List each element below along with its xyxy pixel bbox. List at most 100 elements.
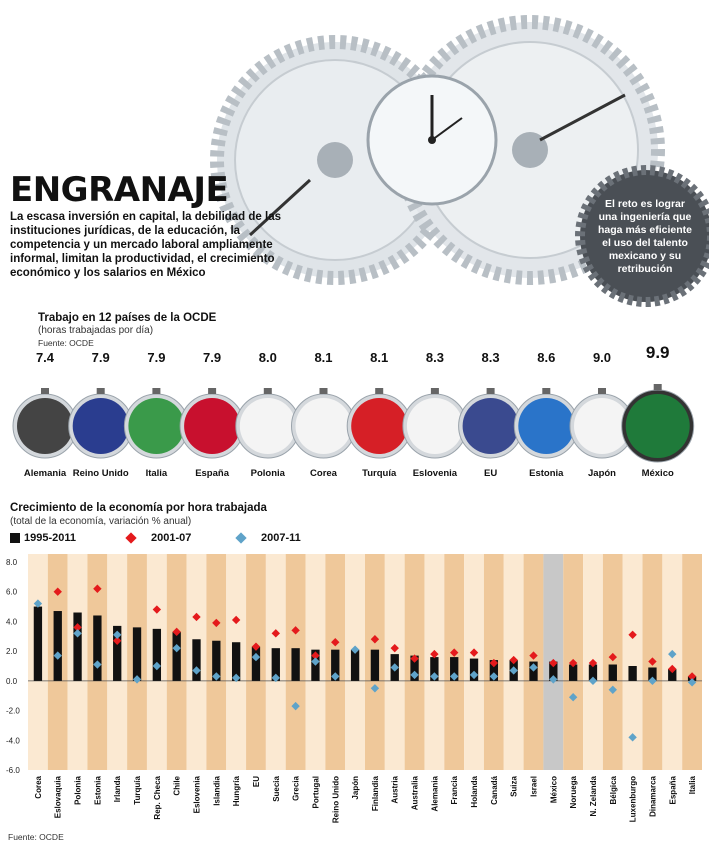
bar-1995-2011	[410, 655, 419, 681]
y-tick-label: 8.0	[6, 558, 18, 567]
growth-chart: 8.0 6.0 4.0 2.0 0.0 -2.0 -4.0 -6.0 Corea Eslovaqu…	[6, 554, 702, 823]
point-2001-07	[648, 657, 657, 666]
medallion-hook	[41, 388, 49, 394]
legend-item-2007-11: 2007-11	[235, 532, 301, 544]
bar-1995-2011	[33, 606, 43, 681]
hours-chart: 7.4 Alemania 7.9 Reino Unido 7.9 Italia 7.9 Esp…	[12, 343, 695, 479]
bar-1995-2011	[489, 660, 499, 681]
callout-text: El reto es lograr una ingeniería que hag…	[598, 198, 692, 275]
y-tick-label: 2.0	[6, 647, 18, 656]
point-2007-11	[509, 666, 518, 675]
page-title: ENGRANAJE	[10, 170, 229, 210]
column-band	[602, 554, 623, 770]
y-tick-label: 0.0	[6, 677, 18, 686]
bar-1995-2011	[192, 639, 201, 681]
bar-1995-2011	[450, 657, 459, 681]
column-band	[682, 554, 702, 770]
hours-category-label: Italia	[146, 468, 168, 479]
x-category-label: Noruega	[569, 775, 578, 808]
y-tick-label: -4.0	[6, 736, 20, 745]
flag-icon	[72, 398, 129, 454]
x-category-label: Irlanda	[113, 775, 122, 802]
y-tick-label: -2.0	[6, 707, 20, 716]
bar-1995-2011	[251, 646, 261, 681]
hours-chart-title: Trabajo en 12 países de la OCDE	[38, 312, 217, 324]
growth-chart-subtitle: (total de la economía, variación % anual…	[10, 516, 192, 527]
x-category-label: Islandia	[212, 775, 221, 805]
point-2001-07	[192, 612, 201, 622]
intro-text: La escasa inversión en capital, la debil…	[10, 211, 282, 279]
x-category-label: Corea	[34, 775, 43, 798]
x-category-label: Bélgica	[609, 775, 618, 804]
medallion-hook	[486, 388, 495, 394]
point-2007-11	[311, 657, 320, 666]
x-category-label: Rep. Checa	[153, 775, 162, 819]
growth-chart-title: Crecimiento de la economía por hora trab…	[10, 502, 267, 514]
hours-category-label: Reino Unido	[73, 468, 129, 479]
bar-1995-2011	[370, 649, 380, 681]
hours-category-label: Polonia	[251, 468, 286, 479]
medallion-hook	[319, 388, 328, 394]
point-2001-07	[568, 658, 578, 668]
bar-1995-2011	[668, 668, 677, 681]
point-2001-07	[668, 664, 677, 674]
x-category-label: Suiza	[510, 775, 519, 796]
bar-1995-2011	[53, 611, 62, 681]
bar-1995-2011	[291, 648, 300, 681]
growth-chart-source: Fuente: OCDE	[8, 832, 64, 842]
bar-1995-2011	[648, 667, 657, 681]
hours-chart-subtitle: (horas trabajadas por día)	[38, 325, 154, 336]
medallion-hook	[375, 388, 384, 394]
hours-value-label: 7.9	[92, 350, 110, 365]
bar-1995-2011	[231, 642, 241, 681]
x-category-label: Grecia	[292, 775, 301, 800]
x-category-label: Turquía	[133, 775, 142, 804]
x-category-label: N. Zelanda	[589, 775, 598, 816]
bar-1995-2011	[331, 649, 340, 681]
x-category-label: España	[668, 775, 677, 804]
point-2007-11	[390, 663, 399, 672]
bar-1995-2011	[430, 657, 439, 681]
point-2007-11	[648, 676, 657, 686]
hours-category-label: Alemania	[24, 468, 67, 479]
hours-value-label: 7.4	[36, 350, 55, 365]
hours-value-label: 9.0	[593, 350, 611, 365]
y-tick-label: 6.0	[6, 588, 18, 597]
hours-value-label: 8.3	[426, 350, 444, 365]
bar-1995-2011	[271, 648, 280, 681]
x-category-label: Italia	[688, 775, 697, 794]
flag-icon	[518, 398, 575, 454]
bar-1995-2011	[608, 664, 617, 681]
x-category-label: México	[549, 776, 558, 803]
column-band	[662, 554, 683, 770]
clock-icon	[366, 74, 498, 206]
medallion-hook	[208, 388, 217, 394]
x-category-label: Israel	[530, 776, 539, 797]
point-2001-07	[231, 615, 241, 625]
legend-item-2001-07: 2001-07	[125, 532, 191, 544]
x-category-label: Francia	[450, 775, 459, 804]
flag-icon	[574, 398, 630, 454]
x-category-label: Eslovaquia	[54, 775, 63, 818]
bar-1995-2011	[73, 612, 82, 681]
hours-value-label: 9.9	[646, 343, 670, 362]
hours-value-label: 8.0	[259, 350, 277, 365]
bar-1995-2011	[93, 615, 102, 681]
hours-value-label: 7.9	[203, 350, 221, 365]
hours-category-label: Eslovenia	[413, 468, 458, 479]
hours-category-label: Japón	[588, 468, 616, 479]
flag-icon	[239, 398, 296, 454]
x-category-label: Dinamarca	[648, 775, 657, 816]
x-category-label: Estonia	[93, 775, 102, 804]
bar-1995-2011	[588, 664, 598, 681]
medallion-hook	[542, 388, 551, 394]
hours-category-label: Corea	[310, 468, 338, 479]
x-category-label: Austria	[391, 775, 400, 803]
point-2001-07	[113, 636, 122, 645]
x-category-label: Australia	[411, 775, 420, 810]
clock-hand-icon	[248, 178, 312, 237]
hours-value-label: 8.1	[314, 350, 332, 365]
point-2007-11	[668, 649, 677, 659]
point-2001-07	[529, 651, 538, 660]
medallion-hook	[653, 384, 662, 390]
